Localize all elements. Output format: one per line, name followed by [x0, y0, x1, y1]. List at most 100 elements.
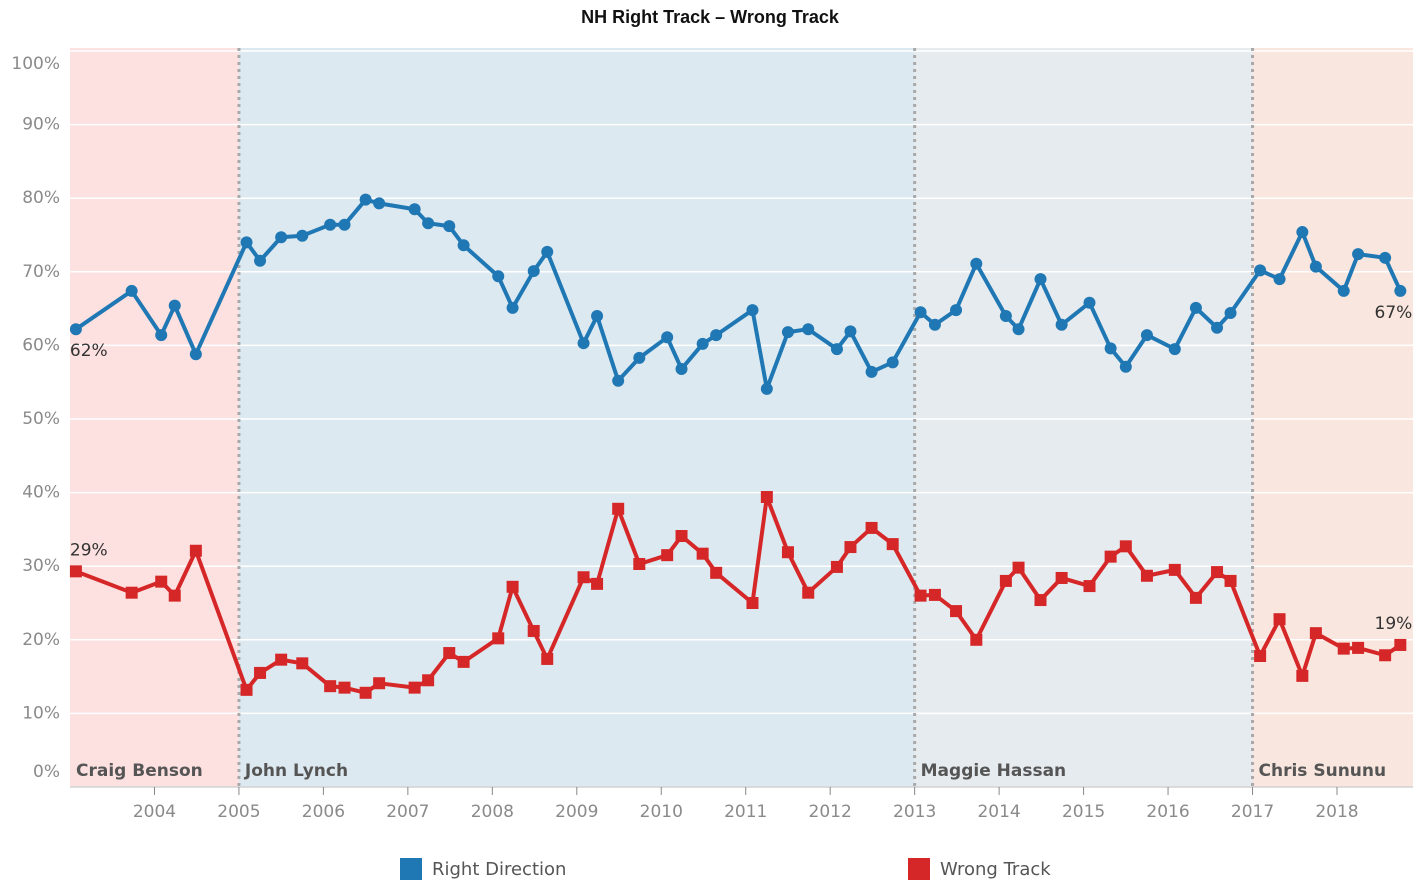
- x-tick-label: 2007: [386, 802, 429, 822]
- marker: [661, 331, 674, 344]
- marker: [865, 521, 878, 534]
- marker: [1273, 273, 1286, 286]
- marker: [1189, 591, 1202, 604]
- marker: [541, 652, 554, 665]
- marker: [1189, 301, 1202, 314]
- x-tick-label: 2008: [471, 802, 514, 822]
- marker: [168, 299, 181, 312]
- marker: [830, 560, 843, 573]
- marker: [422, 674, 435, 687]
- marker: [1104, 342, 1117, 355]
- marker: [1140, 569, 1153, 582]
- x-tick-label: 2005: [217, 802, 260, 822]
- marker: [1034, 594, 1047, 607]
- marker: [541, 245, 554, 258]
- marker: [1254, 264, 1267, 277]
- legend-label: Wrong Track: [940, 859, 1051, 880]
- period-label: Craig Benson: [76, 761, 203, 781]
- marker: [1119, 360, 1132, 373]
- marker: [1224, 574, 1237, 587]
- marker: [661, 549, 674, 562]
- y-tick-label: 90%: [22, 115, 60, 135]
- x-tick-label: 2010: [640, 802, 683, 822]
- marker: [591, 577, 604, 590]
- x-tick-label: 2014: [977, 802, 1020, 822]
- marker: [1379, 251, 1392, 264]
- x-tick-label: 2012: [809, 802, 852, 822]
- period-band: [914, 48, 1253, 787]
- marker: [338, 681, 351, 694]
- y-tick-label: 0%: [33, 762, 60, 782]
- period-band: [70, 48, 239, 787]
- marker: [1055, 318, 1068, 331]
- marker: [746, 597, 759, 609]
- marker: [1224, 307, 1237, 320]
- marker: [1055, 571, 1068, 584]
- marker: [373, 197, 386, 210]
- marker: [612, 502, 625, 515]
- marker: [781, 546, 794, 559]
- marker: [886, 538, 899, 551]
- period-label: John Lynch: [244, 761, 348, 781]
- marker: [69, 565, 82, 578]
- y-tick-label: 40%: [22, 483, 60, 503]
- marker: [675, 362, 688, 375]
- period-label: Maggie Hassan: [921, 761, 1067, 781]
- marker: [125, 586, 138, 599]
- marker: [710, 566, 723, 579]
- legend-swatch: [908, 858, 930, 880]
- data-label: 29%: [70, 540, 108, 560]
- marker: [1352, 641, 1365, 654]
- marker: [527, 265, 540, 278]
- marker: [865, 365, 878, 378]
- marker: [359, 686, 372, 699]
- marker: [830, 343, 843, 356]
- y-tick-label: 70%: [22, 262, 60, 282]
- y-tick-label: 80%: [22, 188, 60, 208]
- marker: [1083, 580, 1096, 593]
- marker: [633, 351, 646, 364]
- marker: [844, 325, 857, 338]
- marker: [612, 374, 625, 387]
- marker: [1012, 323, 1025, 336]
- marker: [275, 653, 288, 666]
- y-tick-label: 10%: [22, 703, 60, 723]
- x-tick-label: 2018: [1315, 802, 1358, 822]
- y-tick-label: 60%: [22, 335, 60, 355]
- marker: [240, 683, 253, 696]
- x-tick-label: 2015: [1062, 802, 1105, 822]
- marker: [324, 680, 337, 693]
- x-tick-label: 2017: [1231, 802, 1274, 822]
- marker: [999, 574, 1012, 587]
- data-label: 67%: [1375, 303, 1413, 323]
- marker: [696, 337, 709, 350]
- marker: [577, 337, 590, 350]
- marker: [506, 301, 519, 314]
- marker: [1394, 638, 1407, 651]
- marker: [254, 254, 267, 267]
- marker: [696, 547, 709, 560]
- chart-title: NH Right Track – Wrong Track: [581, 7, 840, 27]
- marker: [125, 284, 138, 297]
- marker: [844, 541, 857, 554]
- marker: [1168, 563, 1181, 576]
- marker: [1296, 669, 1309, 682]
- marker: [1083, 296, 1096, 309]
- legend-label: Right Direction: [432, 859, 566, 880]
- marker: [970, 257, 983, 270]
- marker: [189, 544, 202, 557]
- marker: [457, 239, 470, 252]
- marker: [591, 309, 604, 322]
- marker: [760, 491, 773, 504]
- marker: [1119, 540, 1132, 553]
- marker: [155, 575, 168, 588]
- marker: [802, 323, 815, 336]
- x-tick-label: 2009: [555, 802, 598, 822]
- marker: [781, 326, 794, 339]
- marker: [928, 588, 941, 601]
- marker: [1337, 642, 1350, 655]
- marker: [802, 586, 815, 599]
- marker: [254, 666, 267, 679]
- marker: [275, 231, 288, 244]
- x-tick-label: 2011: [724, 802, 767, 822]
